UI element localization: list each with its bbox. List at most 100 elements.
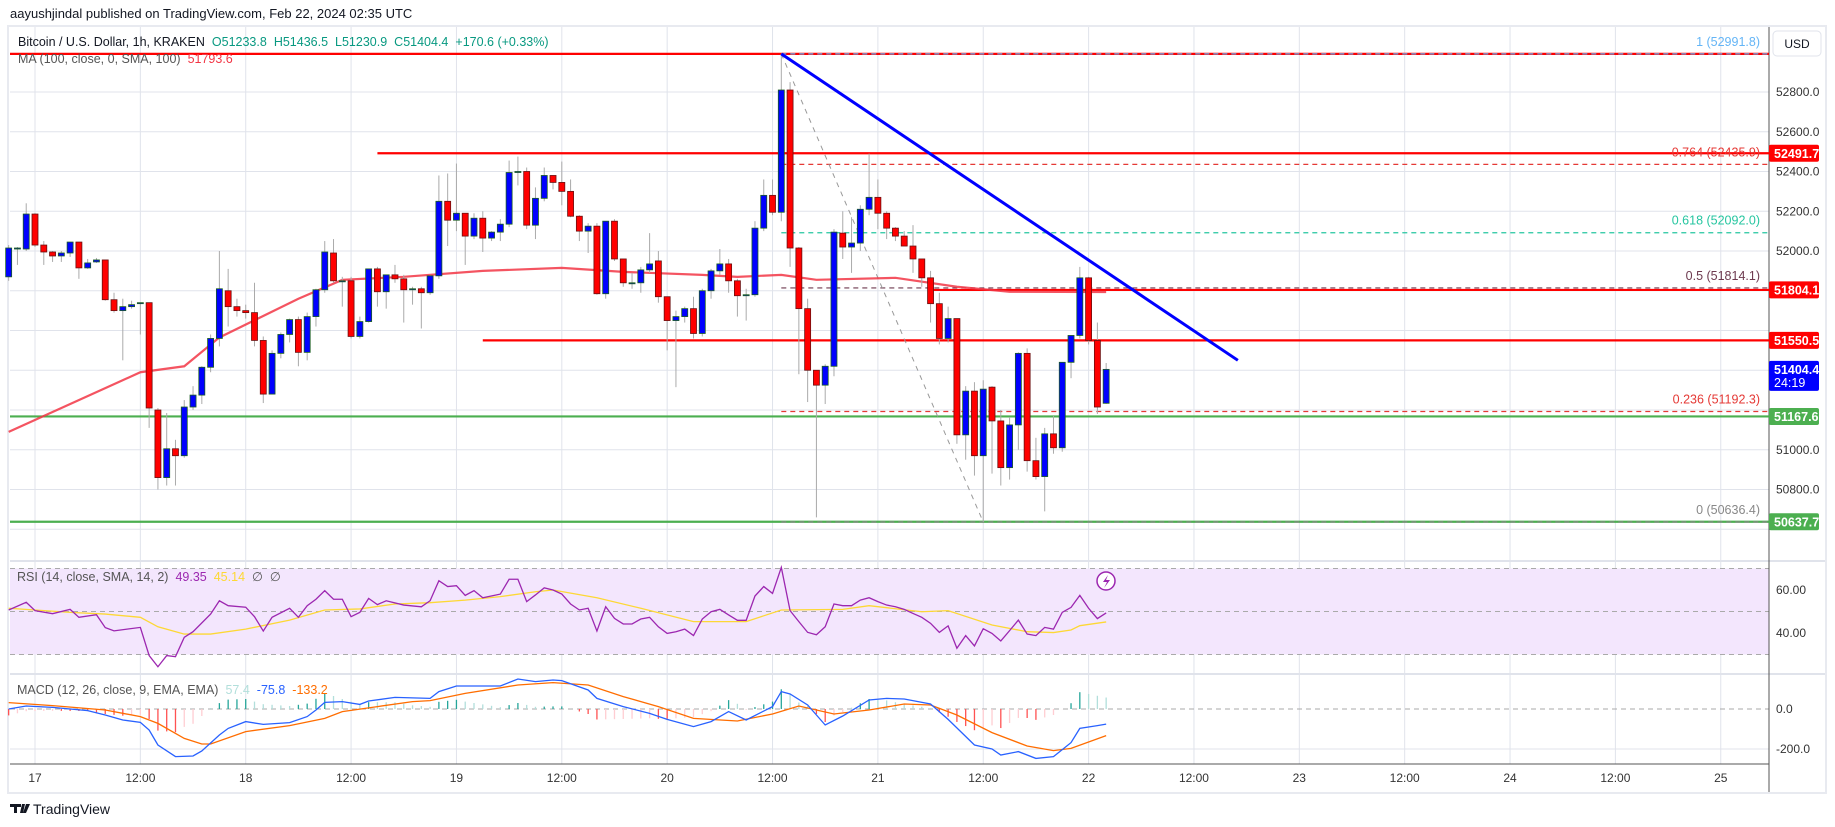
rsi-sma-line [8,589,1107,635]
candle-body [382,274,390,293]
candle-body [93,259,100,263]
candle [611,219,618,261]
candle [619,258,627,287]
currency-button[interactable]: USD [1772,30,1822,57]
candle-body [277,334,285,354]
fib-level-label: 0.618 (52092.0) [1672,214,1760,228]
candle-body [1093,340,1101,408]
candle-body [988,386,996,422]
candle [488,231,495,242]
candle-body [189,394,197,408]
candle [892,227,899,242]
candle [979,380,987,523]
tradingview-logo[interactable]: TradingView [10,801,111,817]
candle [365,268,373,323]
candle-body [742,294,750,297]
candle-body [734,280,741,297]
candle-body [927,277,934,305]
candle [294,316,302,367]
candle-body [496,223,504,233]
published-caption: aayushjindal published on TradingView.co… [10,6,412,21]
candle-body [821,365,829,386]
candle-body [1041,433,1049,477]
candle [874,179,882,230]
macd-signal-value: -133.2 [292,683,327,697]
candle-body [514,171,522,173]
candle-body [795,247,803,310]
rsi-pane [8,564,1107,668]
candle [786,82,794,267]
symbol-title[interactable]: Bitcoin / U.S. Dollar, 1h, KRAKEN [18,35,205,49]
candle-body [40,244,48,253]
price-marker-bg [1769,407,1819,425]
candle [303,312,311,361]
time-tick-label: 21 [871,771,885,785]
time-tick-label: 17 [28,771,42,785]
candle-body [444,200,452,221]
candle-body [294,319,302,353]
macd-legend-label[interactable]: MACD (12, 26, close, 9, EMA, EMA) [17,683,218,697]
candle [1102,362,1110,404]
candle [93,257,100,263]
candle [549,175,557,190]
candles [5,53,1110,523]
candle [233,298,241,317]
candle-body [374,268,381,293]
candle-body [1085,277,1092,341]
candle [672,310,680,388]
candle-body [101,259,109,301]
candle-body [1006,424,1013,469]
candle-body [347,280,355,337]
candle [453,163,460,232]
ma-legend-label[interactable]: MA (100, close, 0, SMA, 100) [18,52,181,66]
time-tick-label: 12:00 [1600,771,1630,785]
candle [681,306,689,323]
candle-body [707,270,715,292]
ohlc-low: L51230.9 [335,35,387,49]
descending-trendline[interactable] [780,52,1239,362]
price-tick-label: 51000.0 [1776,443,1820,457]
candle-body [874,196,882,214]
time-tick-label: 18 [239,771,253,785]
rsi-extra-2: ∅ [270,570,281,584]
candle [584,223,592,253]
fib-retracement[interactable]: 1 (52991.8) 0.764 (52435.9) 0.618 (52092.0… [780,35,1769,523]
rsi-sma-value: 45.14 [214,570,245,584]
time-tick-label: 22 [1082,771,1096,785]
price-tick-label: 50800.0 [1776,483,1820,497]
candle-body [31,213,39,246]
candle [944,306,952,343]
candle [567,179,574,218]
time-tick-label: 20 [660,771,674,785]
rsi-extra-1: ∅ [252,570,263,584]
candle-body [461,212,469,237]
candle-body [330,252,337,282]
candle [251,282,258,347]
candle [734,278,741,317]
candle [804,298,812,403]
rsi-legend-label[interactable]: RSI (14, close, SMA, 14, 2) [17,570,168,584]
candle-body [198,366,206,396]
candle-body [268,352,276,395]
candle [602,220,610,299]
candle [1006,416,1013,480]
candle [128,300,135,309]
candle [136,302,144,335]
candle-body [1014,352,1022,426]
candle [646,233,653,273]
candle [883,211,891,240]
candle-body [848,242,855,248]
candle [760,179,768,232]
candle [382,274,390,309]
candle-body [1076,277,1084,336]
candle-body [128,304,135,308]
candle [374,266,381,307]
candle-body [593,225,601,295]
candle-body [619,258,627,284]
candle [997,410,1005,486]
candle-body [856,208,864,244]
price-marker-label: 51404.4 [1774,363,1819,377]
lightning-icon[interactable] [1096,571,1116,591]
price-marker: 51167.6 [1769,407,1819,425]
